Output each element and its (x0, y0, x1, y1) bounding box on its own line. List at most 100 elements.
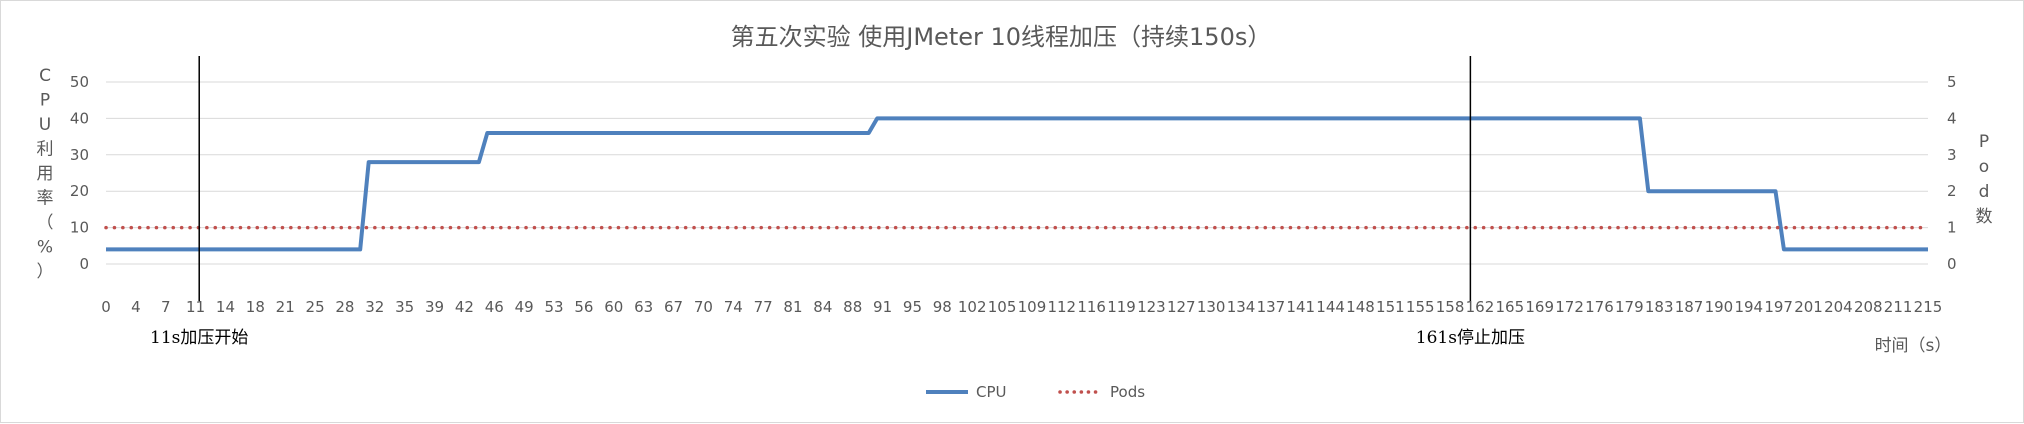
chart-title: 第五次实验 使用JMeter 10线程加压（持续150s） (731, 23, 1272, 51)
y-axis-title-char: C (39, 66, 51, 86)
y2-tick-label: 5 (1947, 73, 1957, 91)
x-tick-label: 190 (1705, 298, 1734, 316)
x-tick-label: 28 (335, 298, 354, 316)
x-tick-label: 148 (1346, 298, 1375, 316)
x-tick-label: 14 (216, 298, 235, 316)
x-tick-label: 53 (544, 298, 563, 316)
x-tick-label: 70 (694, 298, 713, 316)
x-tick-label: 197 (1764, 298, 1793, 316)
y-axis-title-char: U (39, 115, 51, 135)
y-axis-title-char: （ (37, 213, 54, 233)
x-tick-label: 201 (1794, 298, 1823, 316)
x-tick-label: 88 (843, 298, 862, 316)
x-tick-label: 208 (1854, 298, 1883, 316)
y-tick-label: 50 (70, 73, 89, 91)
x-tick-label: 74 (724, 298, 743, 316)
x-tick-label: 116 (1077, 298, 1106, 316)
x-tick-label: 109 (1018, 298, 1047, 316)
x-tick-label: 0 (101, 298, 111, 316)
x-tick-label: 123 (1137, 298, 1166, 316)
x-tick-label: 63 (634, 298, 653, 316)
legend: CPU Pods (926, 383, 1145, 401)
x-tick-label: 81 (783, 298, 802, 316)
legend-label-pods: Pods (1110, 383, 1145, 401)
x-tick-label: 165 (1496, 298, 1525, 316)
y-axis-title-char: 利 (37, 140, 54, 160)
y-axis-title-char: 率 (37, 189, 54, 209)
y-axis-title-char: ） (37, 262, 54, 282)
y2-axis-title-char: P (1979, 132, 1989, 152)
y2-axis-title-char: 数 (1976, 207, 1993, 227)
x-tick-label: 169 (1525, 298, 1554, 316)
x-tick-label: 151 (1376, 298, 1405, 316)
y-axis-title-char: 用 (37, 164, 54, 184)
annotation-label: 11s加压开始 (150, 328, 248, 348)
series-line-cpu (106, 116, 1928, 252)
x-tick-label: 141 (1286, 298, 1315, 316)
x-tick-label: 56 (574, 298, 593, 316)
x-tick-label: 98 (933, 298, 952, 316)
y-axis-title-char: P (40, 91, 50, 111)
y2-tick-label: 1 (1947, 219, 1957, 237)
x-tick-label: 7 (161, 298, 171, 316)
x-tick-label: 187 (1675, 298, 1704, 316)
x-tick-label: 183 (1645, 298, 1674, 316)
x-tick-label: 179 (1615, 298, 1644, 316)
y-tick-label: 0 (79, 255, 89, 273)
x-tick-label: 162 (1466, 298, 1495, 316)
x-tick-label: 49 (515, 298, 534, 316)
x-tick-label: 4 (131, 298, 141, 316)
x-tick-label: 95 (903, 298, 922, 316)
x-tick-label: 67 (664, 298, 683, 316)
annotation-label: 161s停止加压 (1416, 328, 1525, 348)
legend-label-cpu: CPU (976, 383, 1007, 401)
x-tick-label: 21 (276, 298, 295, 316)
y-tick-label: 40 (70, 109, 89, 127)
y2-tick-label: 2 (1947, 182, 1957, 200)
x-tick-label: 130 (1197, 298, 1226, 316)
y2-tick-label: 4 (1947, 109, 1957, 127)
x-tick-label: 84 (813, 298, 832, 316)
x-tick-label: 127 (1167, 298, 1196, 316)
x-tick-label: 102 (958, 298, 987, 316)
x-tick-label: 194 (1734, 298, 1763, 316)
x-tick-label: 211 (1884, 298, 1913, 316)
x-tick-label: 25 (306, 298, 325, 316)
x-tick-label: 137 (1257, 298, 1286, 316)
y2-tick-label: 3 (1947, 146, 1957, 164)
x-tick-label: 144 (1316, 298, 1345, 316)
x-tick-label: 91 (873, 298, 892, 316)
x-tick-label: 39 (425, 298, 444, 316)
x-tick-label: 119 (1107, 298, 1136, 316)
y-axis-title-char: % (37, 238, 53, 258)
grid (106, 81, 1928, 265)
y-tick-label: 30 (70, 146, 89, 164)
y-tick-label: 20 (70, 182, 89, 200)
x-tick-label: 155 (1406, 298, 1435, 316)
x-tick-label: 11 (186, 298, 205, 316)
x-tick-label: 172 (1555, 298, 1584, 316)
x-axis-title: 时间（s） (1875, 336, 1952, 356)
x-tick-label: 105 (988, 298, 1017, 316)
y2-axis-title-char: o (1979, 157, 1989, 177)
y2-axis-title-char: d (1979, 182, 1990, 202)
x-tick-label: 77 (754, 298, 773, 316)
x-tick-label: 134 (1227, 298, 1256, 316)
x-tick-label: 176 (1585, 298, 1614, 316)
x-tick-label: 215 (1914, 298, 1943, 316)
x-tick-label: 32 (365, 298, 384, 316)
y2-tick-label: 0 (1947, 255, 1957, 273)
x-tick-label: 112 (1047, 298, 1076, 316)
series-layer (104, 116, 1930, 252)
x-tick-label: 42 (455, 298, 474, 316)
x-tick-label: 204 (1824, 298, 1853, 316)
y-tick-label: 10 (70, 219, 89, 237)
x-tick-label: 46 (485, 298, 504, 316)
x-tick-label: 18 (246, 298, 265, 316)
annotations: 11s加压开始 161s停止加压 (150, 56, 1525, 348)
